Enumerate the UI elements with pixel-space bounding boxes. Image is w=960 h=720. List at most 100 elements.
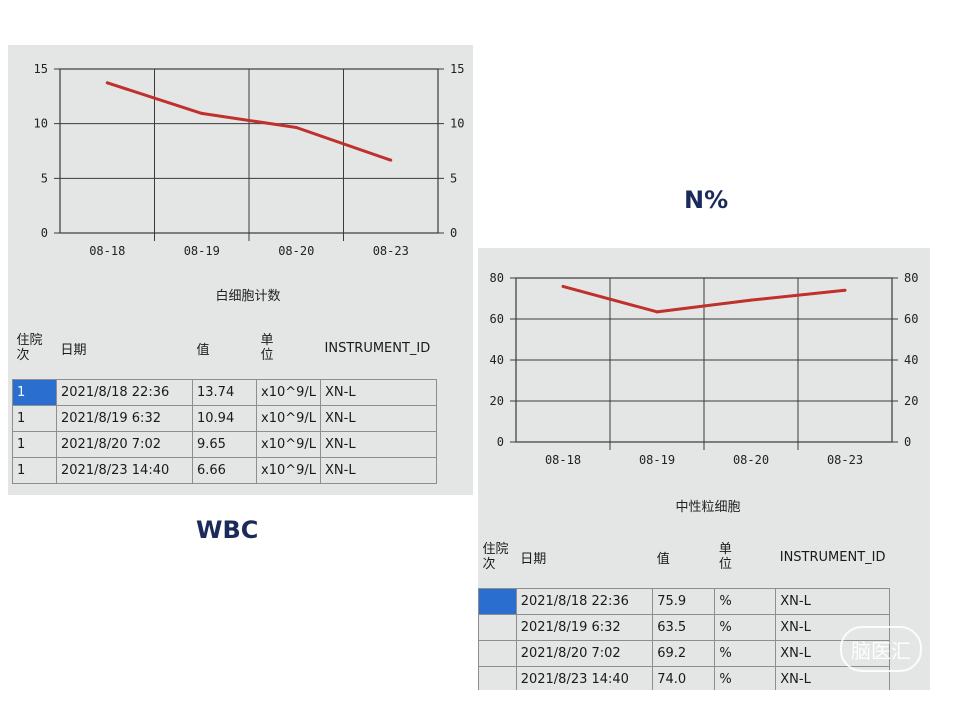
wbc-ytick-left: 5 bbox=[41, 171, 48, 185]
wbc-data-point bbox=[200, 111, 204, 115]
cell-value[interactable]: 69.2 bbox=[652, 640, 716, 667]
wbc-line-chart: 0 0 5 5 10 10 15 15 08-18 08-19 08-20 08-23 bbox=[34, 62, 465, 258]
wbc-data-point bbox=[105, 81, 109, 85]
table-row[interactable]: 1 2021/8/20 7:02 9.65 x10^9/L XN-L bbox=[12, 431, 437, 458]
wbc-ytick-right: 0 bbox=[450, 226, 457, 240]
n-table-header: 住院次 日期 值 单位 INSTRUMENT_ID bbox=[479, 526, 890, 589]
n-ytick-right: 80 bbox=[904, 271, 918, 285]
cell-value[interactable]: 74.0 bbox=[652, 666, 716, 690]
watermark-logo: 脑医汇 bbox=[840, 626, 922, 672]
n-data-point bbox=[655, 310, 659, 314]
n-ytick-right: 0 bbox=[904, 435, 911, 449]
table-row[interactable]: 1 2021/8/23 14:40 6.66 x10^9/L XN-L bbox=[12, 457, 437, 484]
n-percent-chart-panel: 0 0 20 20 40 40 60 60 80 80 08-18 08-19 08-20 08-23 中… bbox=[478, 248, 930, 690]
n-series-line bbox=[562, 284, 846, 314]
n-xtick-label: 08-20 bbox=[733, 453, 769, 467]
cell-date[interactable]: 2021/8/18 22:36 bbox=[56, 379, 193, 406]
n-ytick-left: 0 bbox=[497, 435, 504, 449]
cell-unit[interactable]: x10^9/L bbox=[255, 405, 322, 432]
wbc-xtick-label: 08-20 bbox=[278, 244, 314, 258]
cell-admit[interactable] bbox=[478, 588, 517, 615]
n-data-point bbox=[749, 298, 753, 302]
wbc-data-table: 住院次 日期 值 单位 INSTRUMENT_ID 1 2021/8/18 22… bbox=[12, 317, 437, 484]
table-row[interactable]: 2021/8/19 6:32 63.5 % XN-L bbox=[478, 614, 890, 641]
n-ytick-left: 60 bbox=[490, 312, 504, 326]
n-percent-caption: N% bbox=[684, 186, 729, 214]
n-ytick-right: 20 bbox=[904, 394, 918, 408]
wbc-data-point bbox=[294, 125, 298, 129]
cell-value[interactable]: 6.66 bbox=[192, 457, 257, 484]
cell-value[interactable]: 75.9 bbox=[652, 588, 716, 615]
cell-unit[interactable]: % bbox=[714, 640, 777, 667]
cell-admit[interactable]: 1 bbox=[12, 431, 57, 458]
header-date: 日期 bbox=[60, 342, 87, 358]
n-ytick-left: 80 bbox=[490, 271, 504, 285]
wbc-ytick-left: 15 bbox=[34, 62, 48, 76]
cell-admit[interactable] bbox=[478, 666, 517, 690]
n-ytick-right: 60 bbox=[904, 312, 918, 326]
cell-instrument[interactable]: XN-L bbox=[320, 431, 437, 458]
cell-unit[interactable]: x10^9/L bbox=[255, 457, 322, 484]
cell-admit[interactable]: 1 bbox=[12, 405, 57, 432]
n-data-point bbox=[843, 288, 847, 292]
wbc-caption: WBC bbox=[196, 516, 259, 544]
cell-date[interactable]: 2021/8/19 6:32 bbox=[56, 405, 193, 432]
n-ytick-right: 40 bbox=[904, 353, 918, 367]
table-row[interactable]: 1 2021/8/18 22:36 13.74 x10^9/L XN-L bbox=[12, 379, 437, 406]
n-ytick-left: 40 bbox=[490, 353, 504, 367]
cell-date[interactable]: 2021/8/20 7:02 bbox=[56, 431, 193, 458]
header-unit: 单位 bbox=[718, 542, 732, 572]
cell-instrument[interactable]: XN-L bbox=[775, 588, 890, 615]
table-row[interactable]: 2021/8/23 14:40 74.0 % XN-L bbox=[478, 666, 890, 690]
table-row[interactable]: 2021/8/20 7:02 69.2 % XN-L bbox=[478, 640, 890, 667]
header-admit: 住院次 bbox=[16, 333, 43, 363]
header-admit: 住院次 bbox=[482, 542, 509, 572]
cell-instrument[interactable]: XN-L bbox=[320, 379, 437, 406]
cell-unit[interactable]: % bbox=[714, 588, 777, 615]
wbc-xtick-label: 08-19 bbox=[184, 244, 220, 258]
n-xtick-label: 08-19 bbox=[639, 453, 675, 467]
cell-unit[interactable]: x10^9/L bbox=[255, 431, 322, 458]
wbc-xtick-label: 08-18 bbox=[89, 244, 125, 258]
cell-admit[interactable]: 1 bbox=[12, 457, 57, 484]
header-value: 值 bbox=[656, 551, 670, 567]
n-data-point bbox=[561, 284, 565, 288]
header-value: 值 bbox=[196, 342, 210, 358]
cell-admit[interactable]: 1 bbox=[12, 379, 57, 406]
table-row[interactable]: 1 2021/8/19 6:32 10.94 x10^9/L XN-L bbox=[12, 405, 437, 432]
wbc-chart-panel: 0 0 5 5 10 10 15 15 08-18 08-19 08-20 08-23 白细胞计数 住… bbox=[8, 45, 473, 495]
cell-admit[interactable] bbox=[478, 614, 517, 641]
cell-value[interactable]: 10.94 bbox=[192, 405, 257, 432]
n-xtick-label: 08-23 bbox=[827, 453, 863, 467]
cell-unit[interactable]: % bbox=[714, 666, 777, 690]
cell-date[interactable]: 2021/8/20 7:02 bbox=[515, 640, 654, 667]
header-instrument: INSTRUMENT_ID bbox=[324, 340, 431, 356]
header-instrument: INSTRUMENT_ID bbox=[779, 549, 886, 565]
wbc-series-line bbox=[106, 81, 392, 162]
cell-date[interactable]: 2021/8/18 22:36 bbox=[515, 588, 654, 615]
wbc-data-point bbox=[389, 158, 393, 162]
wbc-xtick-label: 08-23 bbox=[373, 244, 409, 258]
wbc-ytick-right: 10 bbox=[450, 117, 464, 131]
wbc-ytick-left: 0 bbox=[41, 226, 48, 240]
n-chart-title: 中性粒细胞 bbox=[675, 500, 741, 515]
n-ytick-left: 20 bbox=[490, 394, 504, 408]
cell-instrument[interactable]: XN-L bbox=[320, 457, 437, 484]
cell-date[interactable]: 2021/8/19 6:32 bbox=[515, 614, 654, 641]
table-row[interactable]: 2021/8/18 22:36 75.9 % XN-L bbox=[478, 588, 890, 615]
wbc-table-header: 住院次 日期 值 单位 INSTRUMENT_ID bbox=[13, 317, 437, 380]
cell-value[interactable]: 9.65 bbox=[192, 431, 257, 458]
cell-instrument[interactable]: XN-L bbox=[320, 405, 437, 432]
cell-value[interactable]: 63.5 bbox=[652, 614, 716, 641]
cell-unit[interactable]: % bbox=[714, 614, 777, 641]
cell-value[interactable]: 13.74 bbox=[192, 379, 257, 406]
wbc-ytick-left: 10 bbox=[34, 117, 48, 131]
n-data-table: 住院次 日期 值 单位 INSTRUMENT_ID 2021/8/18 22:3… bbox=[478, 526, 890, 690]
cell-unit[interactable]: x10^9/L bbox=[255, 379, 322, 406]
n-xtick-label: 08-18 bbox=[545, 453, 581, 467]
cell-date[interactable]: 2021/8/23 14:40 bbox=[56, 457, 193, 484]
wbc-ytick-right: 5 bbox=[450, 171, 457, 185]
n-percent-line-chart: 0 0 20 20 40 40 60 60 80 80 08-18 08-19 08-20 08-23 bbox=[490, 271, 919, 467]
cell-admit[interactable] bbox=[478, 640, 517, 667]
cell-date[interactable]: 2021/8/23 14:40 bbox=[515, 666, 654, 690]
